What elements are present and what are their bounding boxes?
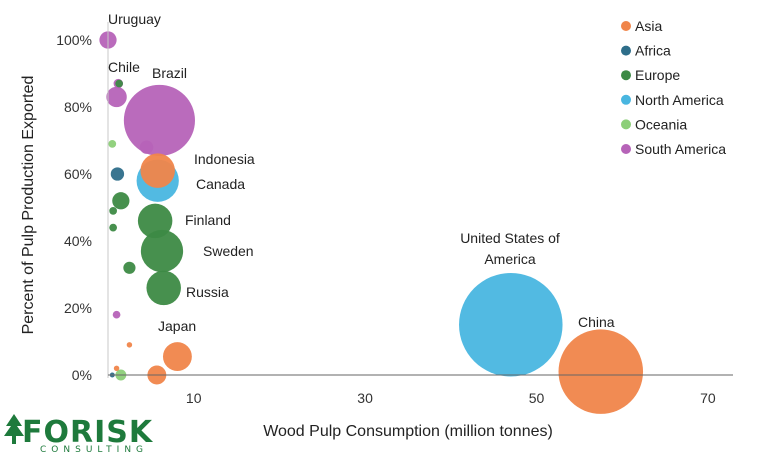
bubble-sweden xyxy=(140,229,184,273)
legend-marker-south-america xyxy=(621,144,631,154)
label-japan: Japan xyxy=(158,318,196,334)
legend-label-europe: Europe xyxy=(635,67,680,83)
bubbles-layer xyxy=(99,31,644,414)
y-tick-label: 20% xyxy=(64,300,92,316)
label-china: China xyxy=(578,314,615,330)
label-sweden: Sweden xyxy=(203,243,254,259)
label-usa-line2: America xyxy=(484,251,536,267)
bubble-africa-13 xyxy=(110,167,125,181)
label-finland: Finland xyxy=(185,212,231,228)
legend-label-north-america: North America xyxy=(635,92,724,108)
label-canada: Canada xyxy=(196,176,245,192)
legend-marker-oceania xyxy=(621,119,631,130)
bubble-oceania-21 xyxy=(108,139,117,148)
legend-marker-africa xyxy=(621,45,631,56)
bubble-japan xyxy=(162,342,192,372)
legend-marker-asia xyxy=(621,21,631,31)
tree-icon xyxy=(4,414,24,444)
x-tick-label: 30 xyxy=(357,390,373,406)
bubble-south-america-14 xyxy=(139,140,154,154)
legend-label-oceania: Oceania xyxy=(635,116,687,132)
x-tick-label: 50 xyxy=(529,390,545,406)
label-russia: Russia xyxy=(186,284,229,300)
y-tick-label: 0% xyxy=(72,367,92,383)
label-brazil: Brazil xyxy=(152,65,187,81)
legend-marker-north-america xyxy=(621,94,631,105)
bubble-europe-18 xyxy=(109,206,117,215)
bubble-asia-23 xyxy=(126,342,133,348)
y-tick-label: 60% xyxy=(64,166,92,182)
x-tick-labels: 10 30 50 70 xyxy=(186,390,716,406)
label-indonesia: Indonesia xyxy=(194,151,255,167)
label-uruguay: Uruguay xyxy=(108,11,161,27)
y-tick-label: 100% xyxy=(56,32,92,48)
bubble-europe-19 xyxy=(109,223,117,232)
legend-label-south-america: South America xyxy=(635,141,726,157)
bubble-indonesia xyxy=(140,153,175,188)
label-usa-line1: United States of xyxy=(460,230,560,246)
logo-subtitle: CONSULTING xyxy=(40,445,148,455)
x-axis-title: Wood Pulp Consumption (million tonnes) xyxy=(263,423,553,440)
legend-label-africa: Africa xyxy=(635,43,671,59)
bubble-europe-15 xyxy=(123,261,136,274)
x-tick-label: 70 xyxy=(700,390,716,406)
bubble-south-america-22 xyxy=(112,310,121,319)
bubble-finland xyxy=(137,203,173,239)
label-chile: Chile xyxy=(108,59,140,75)
bubble-europe-20 xyxy=(115,79,123,88)
x-tick-label: 10 xyxy=(186,390,202,406)
bubble-chile xyxy=(106,86,127,108)
bubble-asia-24 xyxy=(113,365,120,372)
y-tick-label: 40% xyxy=(64,233,92,249)
legend-marker-europe xyxy=(621,70,631,81)
legend-label-asia: Asia xyxy=(635,18,662,34)
y-axis-title: Percent of Pulp Production Exported xyxy=(20,76,37,335)
y-tick-label: 80% xyxy=(64,99,92,115)
bubble-brazil xyxy=(123,84,195,156)
bubble-united-states-of-america xyxy=(459,272,563,377)
y-tick-labels: 0% 20% 40% 60% 80% 100% xyxy=(56,32,92,383)
logo-wordmark: FORISK xyxy=(22,415,154,450)
legend: Asia Africa Europe North America Oceania Sout… xyxy=(621,18,726,157)
forisk-logo: FORISK CONSULTING xyxy=(4,414,154,455)
bubble-china xyxy=(558,329,644,414)
bubble-europe-11 xyxy=(112,192,130,210)
bubble-russia xyxy=(146,270,181,306)
